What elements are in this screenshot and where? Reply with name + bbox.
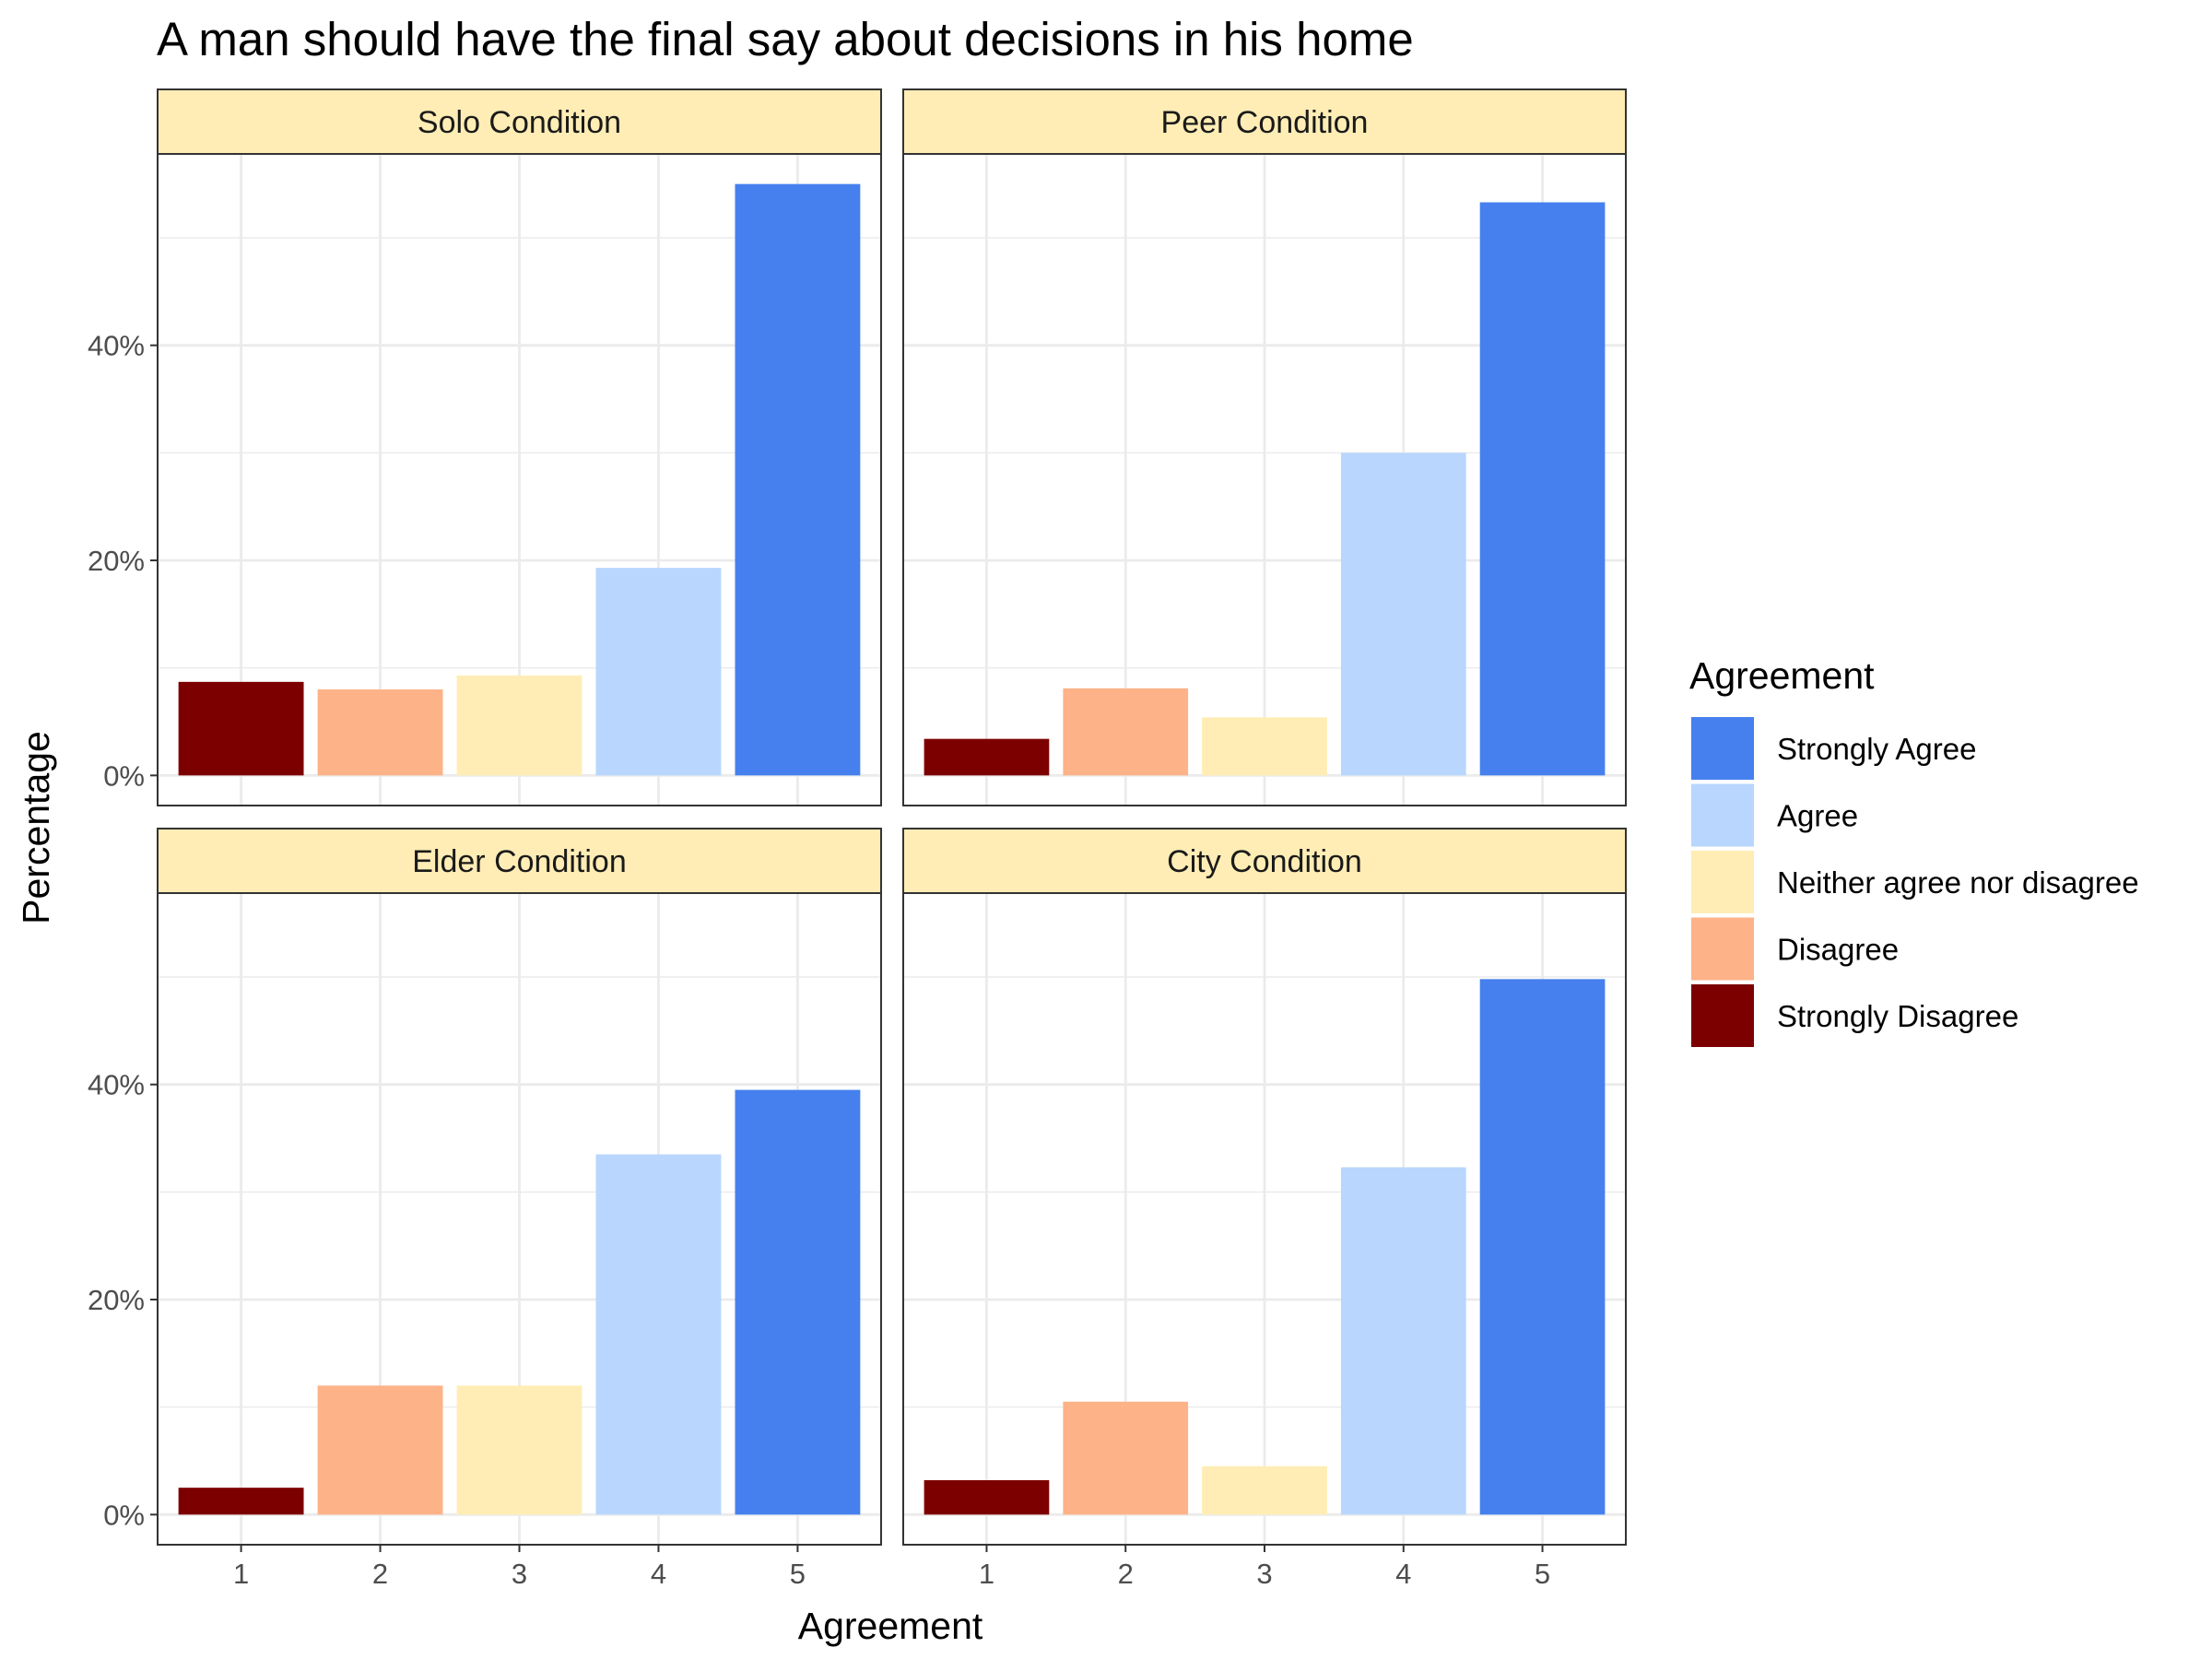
chart-title: A man should have the final say about de… (157, 13, 1414, 65)
panel-border (902, 153, 1627, 806)
y-tick-label: 0% (103, 1499, 145, 1531)
bar (178, 681, 304, 776)
bar (317, 1385, 443, 1515)
x-tick-label: 5 (1535, 1558, 1550, 1590)
facet-panel: Peer Condition (902, 88, 1627, 806)
bar (924, 1480, 1050, 1515)
bar (1340, 1167, 1466, 1515)
bar (595, 1154, 722, 1515)
x-tick-label: 4 (1395, 1558, 1411, 1590)
bar (1340, 453, 1466, 776)
legend-swatch (1691, 917, 1754, 981)
facet-panel: City Condition 1 2 3 4 5 (902, 828, 1627, 1590)
y-tick-label: 40% (88, 330, 145, 362)
y-tick-label: 0% (103, 759, 145, 792)
bar (456, 1385, 582, 1515)
bar (178, 1488, 304, 1515)
legend: Agreement Strongly Agree Agree Neither agr… (1689, 654, 2139, 1047)
bar (317, 689, 443, 776)
legend-label: Agree (1777, 799, 1858, 833)
bar (735, 1089, 861, 1515)
legend-title: Agreement (1689, 654, 1875, 697)
legend-swatch (1691, 851, 1754, 913)
bar (924, 738, 1050, 776)
facet-panel: Solo Condition 0% 20% 40% (88, 88, 882, 806)
facet-panel: Elder Condition 0% 20% 40% 1 2 3 4 5 (88, 828, 882, 1590)
bar (595, 568, 722, 776)
facet-strip-label: Elder Condition (412, 844, 626, 879)
facet-strip (902, 88, 1627, 155)
x-tick-label: 1 (233, 1558, 249, 1590)
bar (1063, 1401, 1189, 1515)
y-axis-title: Percentage (15, 731, 57, 924)
y-tick-label: 20% (88, 1284, 145, 1316)
facet-strip (902, 828, 1627, 894)
facet-strip (157, 88, 882, 155)
bar (456, 675, 582, 776)
x-tick-label: 2 (1118, 1558, 1134, 1590)
x-tick-label: 3 (1256, 1558, 1272, 1590)
x-tick-label: 1 (979, 1558, 994, 1590)
y-tick-label: 40% (88, 1069, 145, 1101)
bar (1479, 979, 1606, 1515)
panel-border (157, 153, 882, 806)
legend-swatch (1691, 984, 1754, 1047)
facet-strip (157, 828, 882, 894)
bar (735, 183, 861, 776)
facet-strip-label: Solo Condition (418, 105, 621, 140)
x-axis-title: Agreement (798, 1605, 983, 1647)
bar (1063, 688, 1189, 776)
x-tick-label: 4 (651, 1558, 666, 1590)
legend-swatch (1691, 717, 1754, 780)
legend-label: Disagree (1777, 933, 1899, 967)
legend-swatch (1691, 783, 1754, 847)
y-tick-label: 20% (88, 545, 145, 577)
x-tick-label: 3 (512, 1558, 527, 1590)
bar (1202, 717, 1327, 776)
legend-label: Neither agree nor disagree (1777, 865, 2139, 900)
legend-label: Strongly Agree (1777, 732, 1976, 766)
facet-strip-label: City Condition (1167, 844, 1362, 879)
x-tick-label: 5 (790, 1558, 806, 1590)
facet-strip-label: Peer Condition (1161, 105, 1369, 140)
bar (1479, 202, 1606, 776)
legend-label: Strongly Disagree (1777, 999, 2018, 1033)
x-tick-label: 2 (372, 1558, 388, 1590)
bar (1202, 1465, 1327, 1515)
